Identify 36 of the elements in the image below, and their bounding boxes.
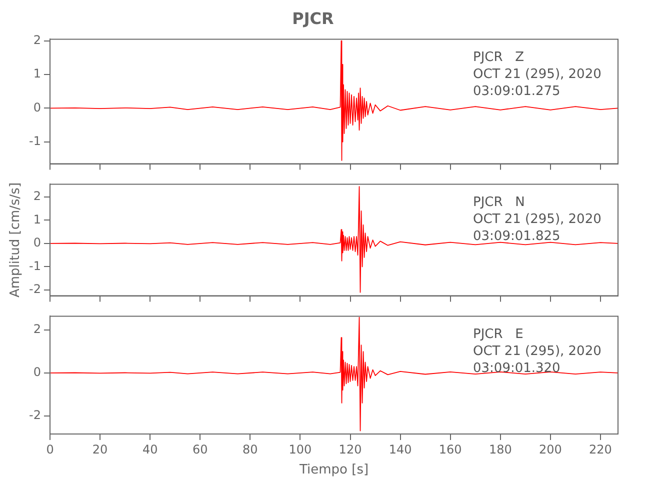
y-tick-label: 0 bbox=[33, 100, 41, 114]
x-tick-label: 40 bbox=[142, 442, 158, 456]
annotation: 03:09:01.825 bbox=[473, 229, 560, 244]
annotation: 03:09:01.275 bbox=[473, 84, 560, 100]
y-tick-label: 2 bbox=[33, 33, 41, 48]
annotation: 03:09:01.320 bbox=[473, 361, 560, 376]
y-tick-label: -2 bbox=[29, 282, 41, 296]
chart-title: PJCR bbox=[292, 8, 334, 28]
x-tick-label: 180 bbox=[488, 442, 512, 456]
annotation: OCT 21 (295), 2020 bbox=[473, 344, 602, 360]
x-tick-label: 140 bbox=[388, 442, 412, 456]
x-tick-label: 0 bbox=[46, 442, 54, 456]
y-tick-label: 2 bbox=[33, 322, 41, 336]
y-tick-label: 0 bbox=[33, 365, 41, 380]
y-tick-label: 1 bbox=[33, 212, 41, 226]
y-tick-label: 0 bbox=[33, 236, 41, 250]
x-axis-title: Tiempo [s] bbox=[298, 462, 369, 478]
y-tick-label: -2 bbox=[29, 408, 41, 422]
x-tick-label: 60 bbox=[192, 442, 208, 456]
annotation: OCT 21 (295), 2020 bbox=[473, 67, 602, 82]
x-tick-label: 20 bbox=[92, 442, 108, 456]
annotation: OCT 21 (295), 2020 bbox=[473, 212, 602, 228]
x-tick-label: 120 bbox=[338, 442, 362, 456]
x-tick-label: 80 bbox=[242, 442, 258, 456]
x-tick-label: 160 bbox=[438, 442, 462, 456]
annotation: PJCR Z bbox=[473, 50, 524, 66]
annotation: PJCR N bbox=[473, 195, 525, 210]
annotation: PJCR E bbox=[473, 327, 524, 342]
y-tick-label: -1 bbox=[29, 134, 41, 148]
y-axis-title: Amplitud [cm/s/s] bbox=[8, 182, 24, 298]
y-tick-label: -1 bbox=[29, 258, 41, 273]
y-tick-label: 1 bbox=[33, 66, 41, 81]
y-tick-label: 2 bbox=[33, 189, 41, 204]
x-tick-label: 220 bbox=[589, 442, 612, 456]
x-tick-label: 100 bbox=[288, 442, 312, 456]
x-tick-label: 200 bbox=[538, 442, 562, 456]
